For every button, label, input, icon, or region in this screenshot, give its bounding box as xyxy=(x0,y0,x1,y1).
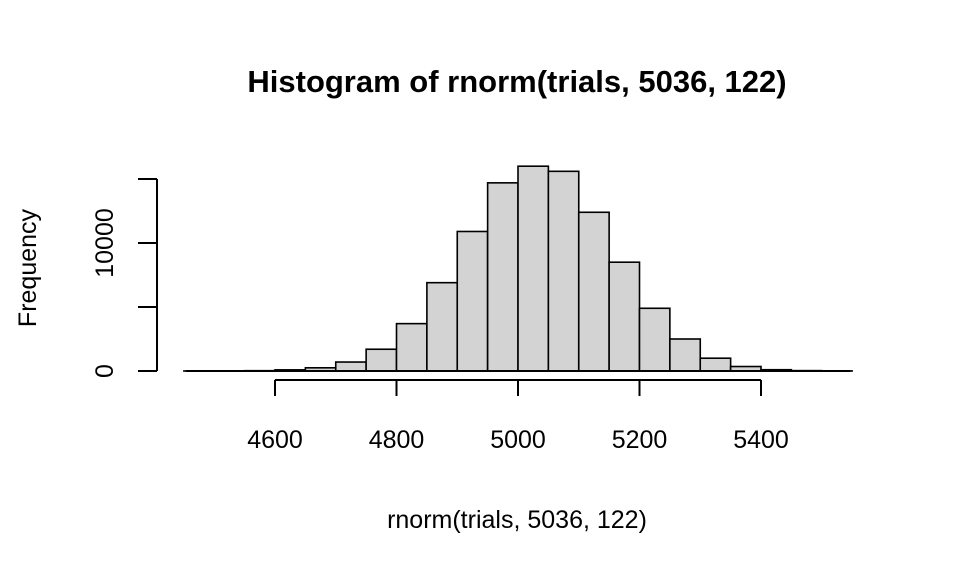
x-tick-label: 5200 xyxy=(612,426,668,454)
histogram-bar xyxy=(365,348,398,372)
histogram-bar xyxy=(608,261,641,372)
histogram-bar xyxy=(395,322,428,372)
x-tick-label: 4600 xyxy=(247,426,303,454)
histogram-bar xyxy=(577,211,610,372)
histogram-bars xyxy=(183,165,853,372)
histogram-bar xyxy=(547,170,580,372)
y-axis-label: Frequency xyxy=(14,208,42,327)
histogram-bar xyxy=(669,338,702,372)
chart-title: Histogram of rnorm(trials, 5036, 122) xyxy=(247,64,786,99)
histogram-bar xyxy=(517,165,550,372)
y-tick-label: 0 xyxy=(91,364,119,378)
histogram-bar xyxy=(426,281,459,372)
histogram-bar xyxy=(456,230,489,372)
x-tick-label: 5000 xyxy=(490,426,546,454)
x-tick-label: 5400 xyxy=(733,426,789,454)
histogram-bar xyxy=(699,357,732,372)
x-tick-label: 4800 xyxy=(369,426,425,454)
x-axis: 4600 4800 5000 5200 5400 xyxy=(247,379,789,454)
y-axis: 0 10000 xyxy=(91,178,158,378)
y-tick-label: 10000 xyxy=(91,208,119,278)
histogram-bar xyxy=(486,182,519,372)
x-axis-label: rnorm(trials, 5036, 122) xyxy=(387,506,647,534)
histogram-bar xyxy=(638,307,671,372)
histogram-bar xyxy=(334,361,367,372)
